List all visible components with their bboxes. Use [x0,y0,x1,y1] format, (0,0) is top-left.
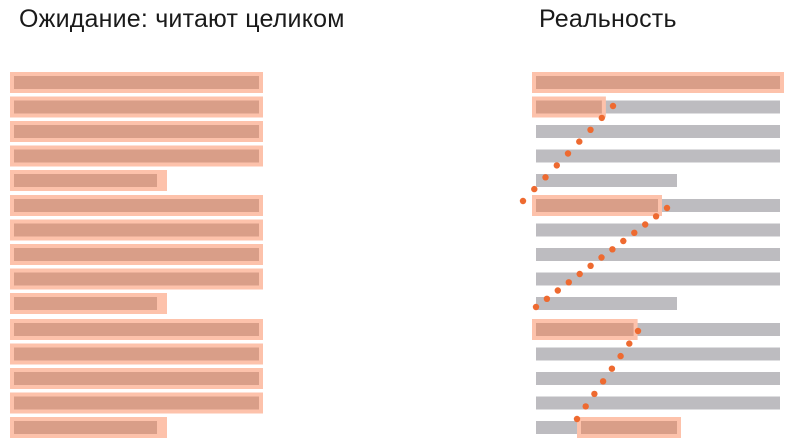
text-line [536,297,677,310]
reality-text-blocks [532,72,784,438]
read-text-line [536,76,780,89]
text-line [14,396,259,410]
text-line [14,223,259,237]
reality-title: Реальность [539,5,677,33]
text-line [536,396,780,410]
gaze-dot [587,126,594,133]
gaze-dot [542,174,549,181]
text-line [14,297,157,310]
text-line [14,272,259,286]
text-line [14,149,259,163]
text-line [536,223,780,237]
gaze-dot [631,229,638,236]
gaze-dot [609,102,617,110]
gaze-dot [564,150,572,157]
read-text-line [536,323,634,336]
text-line [14,174,157,187]
gaze-dot [620,237,627,245]
text-line [14,248,259,261]
text-line [536,174,677,187]
text-line [14,199,259,212]
gaze-dot [553,162,560,169]
expectation-text-blocks [10,72,263,438]
gaze-dot [598,254,605,261]
gaze-dot [582,403,589,410]
gaze-dot [609,246,616,253]
gaze-dot [565,279,572,286]
read-text-line [536,100,602,114]
gaze-dot [576,138,583,145]
gaze-dot [591,390,598,398]
gaze-dot [531,185,538,193]
gaze-dot [532,303,540,311]
text-line [536,347,780,361]
text-line [14,323,259,336]
text-line [536,125,780,138]
gaze-dot [599,378,607,385]
gaze-dot [626,340,633,347]
gaze-dot [543,295,551,302]
expectation-title: Ожидание: читают целиком [19,5,345,33]
text-line [536,149,780,163]
gaze-path [519,102,671,423]
gaze-dot [608,365,616,372]
gaze-dot [598,114,605,122]
gaze-dot [617,352,624,360]
text-line [14,76,259,89]
gaze-dot [652,213,660,220]
gaze-dot [554,287,561,294]
text-line [536,272,780,286]
gaze-dot [642,221,649,228]
text-line [14,421,157,434]
text-line [14,347,259,361]
text-line [14,100,259,114]
gaze-dot [663,204,671,212]
gaze-dot [587,262,594,269]
read-text-line [536,199,658,212]
text-line [14,125,259,138]
text-line [536,372,780,385]
gaze-dot [519,197,527,205]
gaze-dot [634,327,642,335]
text-line [14,372,259,385]
gaze-dot [576,270,583,278]
read-text-line [581,421,677,434]
gaze-dot [573,415,581,423]
text-line [536,248,780,261]
